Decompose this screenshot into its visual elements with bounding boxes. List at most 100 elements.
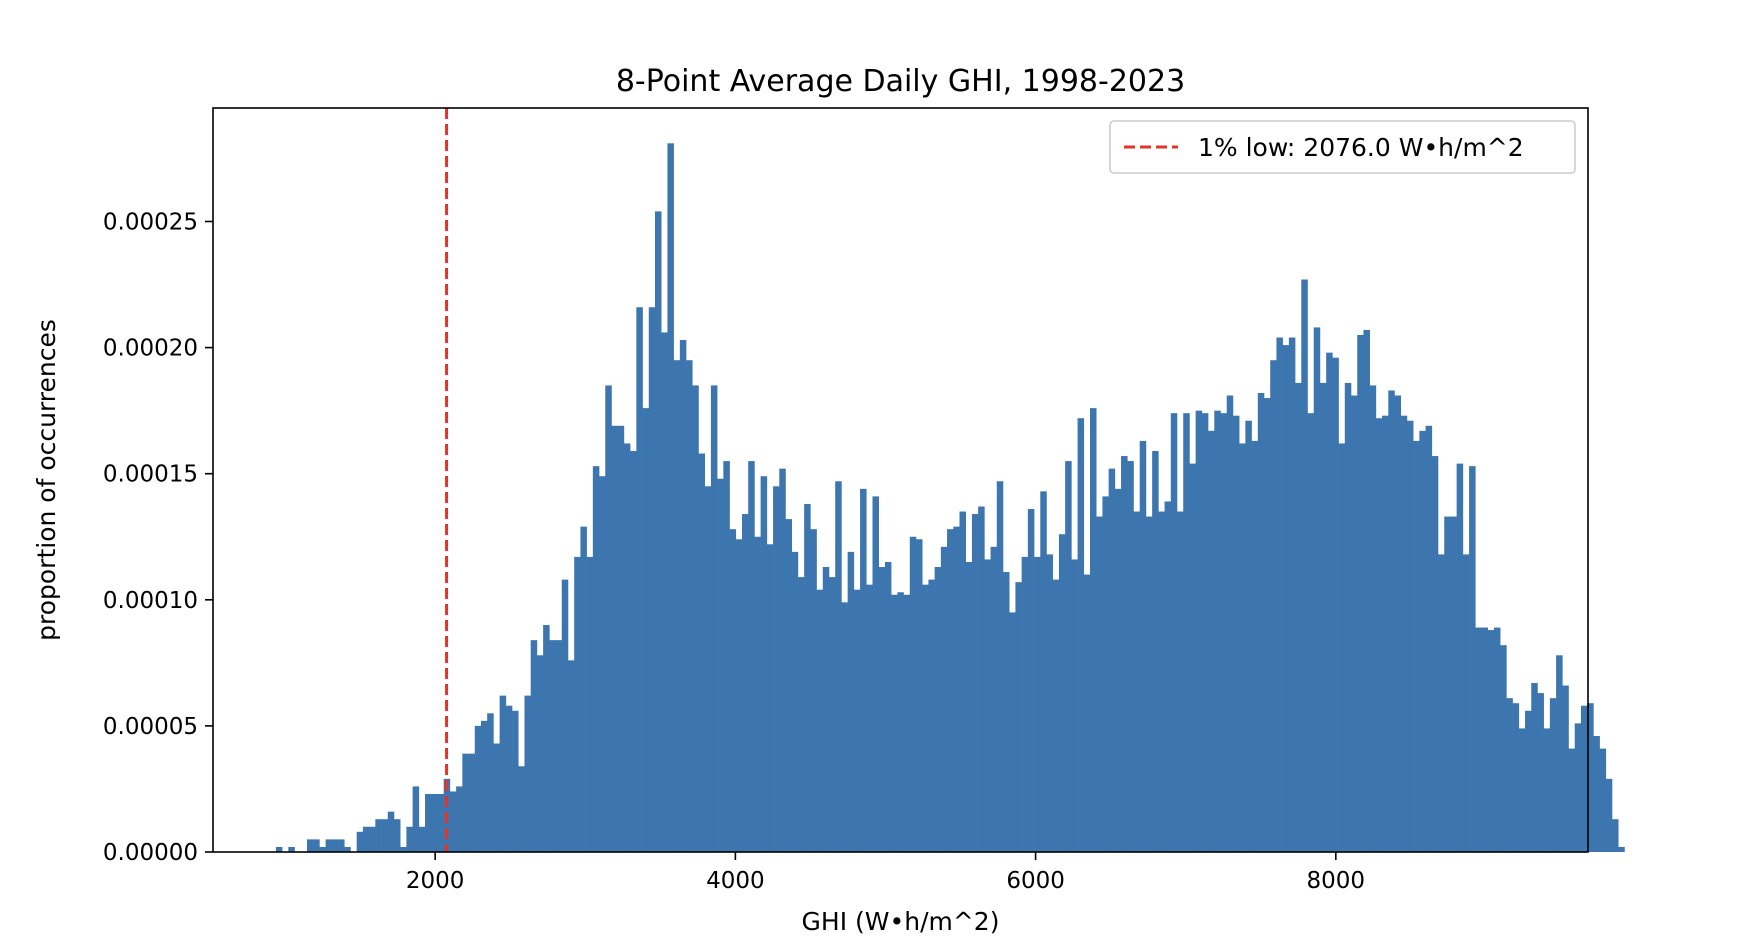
histogram-bar [934,567,942,852]
histogram-bar [1388,390,1395,852]
histogram-bar [1375,418,1383,852]
histogram-bar [1009,612,1016,852]
histogram-bar [947,529,954,852]
histogram-bar [1027,509,1035,852]
histogram-bar [1612,819,1619,852]
histogram-bar [779,468,786,852]
histogram-bar [536,655,544,852]
histogram-bar [1208,430,1215,852]
histogram-bar [1369,385,1377,852]
histogram-bar [1276,337,1283,852]
histogram-bar [1083,574,1091,852]
histogram-bar [1512,703,1520,852]
histogram-bar [1288,337,1296,852]
histogram-bar [1034,556,1041,852]
histogram-bar [623,443,631,852]
histogram-bar [617,425,625,852]
histogram-bar [741,514,749,852]
histogram-bar [1121,456,1128,852]
histogram-bar [362,826,370,852]
histogram-bar [1562,685,1569,852]
histogram-bar [1400,415,1408,852]
histogram-bar [1301,279,1308,852]
histogram-bar [884,561,892,852]
histogram-bar [1127,461,1134,852]
histogram-bar [860,488,867,852]
histogram-bar [480,720,488,852]
histogram-bar [797,577,805,852]
histogram-bar [866,584,873,852]
histogram-bar [499,695,507,852]
histogram-bar [1518,728,1526,852]
histogram-bar [965,561,973,852]
histogram-bar [1170,413,1178,852]
x-tick-label: 6000 [1006,868,1065,894]
y-tick-label: 0.00005 [103,714,198,740]
histogram-bar [1574,723,1582,852]
histogram-bar [1052,579,1060,852]
histogram-bar [586,556,594,852]
histogram-bar [785,519,792,852]
histogram-bar [1543,728,1551,852]
histogram-bar [853,589,861,852]
histogram-bar [841,602,848,852]
histogram-bar [1102,496,1109,852]
histogram-bar [393,819,401,852]
histogram-bar [344,846,351,852]
histogram-bar [891,594,898,852]
histogram-bar [1357,334,1364,853]
histogram-bar [1264,398,1271,852]
histogram-bar [275,846,283,852]
histogram-bar [810,529,817,852]
histogram-bar [692,385,699,852]
histogram-bar [903,594,911,852]
legend: 1% low: 2076.0 W•h/m^2 [1109,120,1576,174]
histogram-bar [878,567,886,852]
histogram-bar [1257,392,1265,852]
histogram-bar [1394,395,1402,852]
histogram-bar [1226,395,1234,852]
histogram-bar [1077,418,1085,852]
histogram-bar [1431,456,1439,852]
x-axis: 2000 4000 6000 8000 [406,852,1365,894]
histogram-bar [1158,511,1165,852]
histogram-bar [468,753,476,852]
histogram-bar [835,481,842,852]
histogram-bar [1071,559,1078,852]
histogram-bar [1425,425,1433,852]
histogram-bar [1382,415,1389,852]
histogram-bar [1313,327,1321,852]
histogram-bar [661,332,668,853]
histogram-bar [611,425,618,852]
histogram-bar [599,476,606,852]
histogram-bar [1462,554,1470,852]
x-axis-label: GHI (W•h/m^2) [802,907,1000,936]
histogram-bars [275,143,1625,853]
histogram-bar [1506,698,1513,852]
histogram-bar [1189,463,1196,852]
histogram-bar [1232,415,1240,852]
histogram-bar [1531,683,1538,852]
histogram-bar [773,486,780,852]
histogram-bar [505,705,513,852]
histogram-bar [462,753,469,852]
histogram-bar [543,625,550,852]
histogram-bar [1307,413,1315,852]
histogram-bar [679,340,687,852]
histogram-bar [425,793,432,852]
histogram-bar [319,846,326,852]
histogram-bar [760,476,768,852]
histogram-bar [1525,710,1532,852]
x-tick-label: 2000 [406,868,465,894]
histogram-bar [1058,534,1066,852]
histogram-bar [406,826,413,852]
histogram-bar [1326,352,1333,852]
histogram-bar [381,819,389,852]
histogram-bar [1338,443,1346,852]
histogram-bar [1500,645,1507,852]
x-tick-label: 8000 [1307,868,1366,894]
histogram-bar [1245,420,1252,852]
histogram-bar [654,211,662,852]
histogram-bar [959,511,966,852]
